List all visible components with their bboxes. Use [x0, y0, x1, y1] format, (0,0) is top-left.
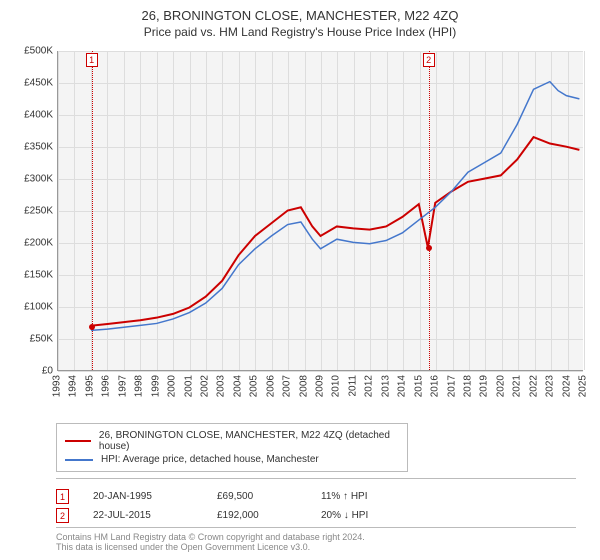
x-tick-label: 2022 [528, 375, 539, 397]
y-tick-label: £250K [11, 206, 53, 217]
y-tick-label: £400K [11, 110, 53, 121]
x-tick-label: 2021 [512, 375, 523, 397]
x-tick-label: 1998 [134, 375, 145, 397]
x-tick-label: 2011 [347, 375, 358, 397]
page-subtitle: Price paid vs. HM Land Registry's House … [10, 25, 590, 39]
x-tick-label: 1996 [101, 375, 112, 397]
y-tick-label: £100K [11, 302, 53, 313]
x-tick-label: 1999 [150, 375, 161, 397]
x-tick-label: 2005 [249, 375, 260, 397]
x-tick-label: 2025 [578, 375, 589, 397]
x-tick-label: 2004 [232, 375, 243, 397]
y-tick-label: £50K [11, 334, 53, 345]
x-tick-label: 2000 [167, 375, 178, 397]
x-tick-label: 2010 [331, 375, 342, 397]
series-price_paid [92, 137, 579, 326]
attribution: Contains HM Land Registry data © Crown c… [56, 527, 576, 552]
y-tick-label: £450K [11, 78, 53, 89]
marker-dot [89, 324, 95, 330]
x-tick-label: 2013 [380, 375, 391, 397]
x-tick-label: 2002 [199, 375, 210, 397]
x-tick-label: 2006 [265, 375, 276, 397]
x-tick-label: 2009 [315, 375, 326, 397]
y-tick-label: £150K [11, 270, 53, 281]
page-title: 26, BRONINGTON CLOSE, MANCHESTER, M22 4Z… [10, 8, 590, 23]
sale-date: 20-JAN-1995 [93, 491, 193, 502]
sale-marker-box: 1 [56, 489, 69, 504]
legend-swatch [65, 440, 91, 442]
line-series [58, 51, 583, 370]
x-tick-label: 2024 [561, 375, 572, 397]
plot-region: 12 [57, 51, 583, 371]
sale-date: 22-JUL-2015 [93, 510, 193, 521]
y-tick-label: £300K [11, 174, 53, 185]
legend-label: 26, BRONINGTON CLOSE, MANCHESTER, M22 4Z… [99, 430, 399, 452]
y-tick-label: £350K [11, 142, 53, 153]
sale-marker-box: 2 [56, 508, 69, 523]
legend-row: 26, BRONINGTON CLOSE, MANCHESTER, M22 4Z… [65, 430, 399, 452]
x-tick-label: 2003 [216, 375, 227, 397]
sale-row: 2 22-JUL-2015 £192,000 20% ↓ HPI [56, 508, 576, 523]
marker-vline [92, 51, 93, 370]
x-tick-label: 2007 [282, 375, 293, 397]
x-tick-label: 2015 [413, 375, 424, 397]
legend-label: HPI: Average price, detached house, Manc… [101, 454, 319, 465]
x-tick-label: 2001 [183, 375, 194, 397]
y-tick-label: £0 [11, 366, 53, 377]
legend-swatch [65, 459, 93, 461]
y-tick-label: £500K [11, 46, 53, 57]
sale-row: 1 20-JAN-1995 £69,500 11% ↑ HPI [56, 489, 576, 504]
x-tick-label: 2008 [298, 375, 309, 397]
sales-table: 1 20-JAN-1995 £69,500 11% ↑ HPI 2 22-JUL-2015… [56, 478, 576, 523]
x-tick-label: 2019 [479, 375, 490, 397]
x-tick-label: 1993 [52, 375, 63, 397]
sale-price: £192,000 [217, 510, 297, 521]
x-tick-label: 2014 [397, 375, 408, 397]
series-hpi [91, 82, 579, 331]
marker-box: 2 [423, 53, 435, 67]
marker-vline [429, 51, 430, 370]
attribution-line: Contains HM Land Registry data © Crown c… [56, 532, 576, 542]
attribution-line: This data is licensed under the Open Gov… [56, 542, 576, 552]
sale-diff: 11% ↑ HPI [321, 491, 421, 502]
x-tick-label: 2018 [462, 375, 473, 397]
legend: 26, BRONINGTON CLOSE, MANCHESTER, M22 4Z… [56, 423, 408, 472]
x-tick-label: 2017 [446, 375, 457, 397]
x-tick-label: 2023 [545, 375, 556, 397]
sale-diff: 20% ↓ HPI [321, 510, 421, 521]
x-tick-label: 2016 [430, 375, 441, 397]
marker-box: 1 [86, 53, 98, 67]
y-tick-label: £200K [11, 238, 53, 249]
x-tick-label: 1997 [117, 375, 128, 397]
x-tick-label: 1995 [84, 375, 95, 397]
sale-price: £69,500 [217, 491, 297, 502]
x-tick-label: 2012 [364, 375, 375, 397]
marker-dot [426, 245, 432, 251]
x-tick-label: 2020 [495, 375, 506, 397]
legend-row: HPI: Average price, detached house, Manc… [65, 454, 399, 465]
chart-area: 12 £0£50K£100K£150K£200K£250K£300K£350K£… [11, 47, 589, 417]
x-tick-label: 1994 [68, 375, 79, 397]
chart-container: 26, BRONINGTON CLOSE, MANCHESTER, M22 4Z… [0, 0, 600, 560]
